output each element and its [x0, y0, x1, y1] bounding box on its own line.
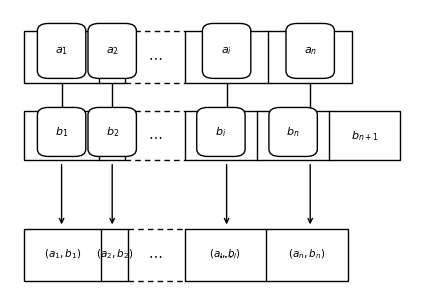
Text: $a_2$: $a_2$ — [106, 45, 119, 57]
Bar — [24, 111, 125, 160]
Bar — [24, 31, 125, 83]
Text: $b_{n+1}$: $b_{n+1}$ — [351, 129, 379, 143]
Text: $(a_2, b_2)$: $(a_2, b_2)$ — [96, 248, 133, 261]
Text: $a_i$: $a_i$ — [221, 45, 232, 57]
Text: $\cdots$: $\cdots$ — [214, 129, 228, 143]
Text: $b_2$: $b_2$ — [106, 125, 119, 139]
FancyBboxPatch shape — [202, 23, 251, 78]
Bar — [185, 229, 348, 281]
Text: $a_1$: $a_1$ — [55, 45, 68, 57]
FancyBboxPatch shape — [88, 23, 136, 78]
FancyBboxPatch shape — [37, 108, 86, 157]
Text: $\cdots$: $\cdots$ — [148, 50, 162, 64]
Text: $a_n$: $a_n$ — [304, 45, 317, 57]
FancyBboxPatch shape — [197, 108, 245, 157]
Bar — [185, 31, 352, 83]
Text: $\cdots$: $\cdots$ — [148, 129, 162, 143]
FancyBboxPatch shape — [37, 23, 86, 78]
Text: $\cdots$: $\cdots$ — [148, 248, 162, 262]
Text: $(a_i, b_i)$: $(a_i, b_i)$ — [209, 248, 242, 261]
Text: $(a_n, b_n)$: $(a_n, b_n)$ — [288, 248, 326, 261]
Text: $\cdots$: $\cdots$ — [220, 50, 234, 64]
FancyBboxPatch shape — [286, 23, 334, 78]
Text: $(a_1, b_1)$: $(a_1, b_1)$ — [44, 248, 81, 261]
FancyBboxPatch shape — [88, 108, 136, 157]
Text: $\cdots$: $\cdots$ — [218, 248, 233, 262]
Text: $b_i$: $b_i$ — [215, 125, 227, 139]
Bar — [185, 111, 400, 160]
FancyBboxPatch shape — [269, 108, 317, 157]
Text: $b_n$: $b_n$ — [286, 125, 300, 139]
Text: $b_1$: $b_1$ — [55, 125, 68, 139]
Bar — [24, 229, 128, 281]
